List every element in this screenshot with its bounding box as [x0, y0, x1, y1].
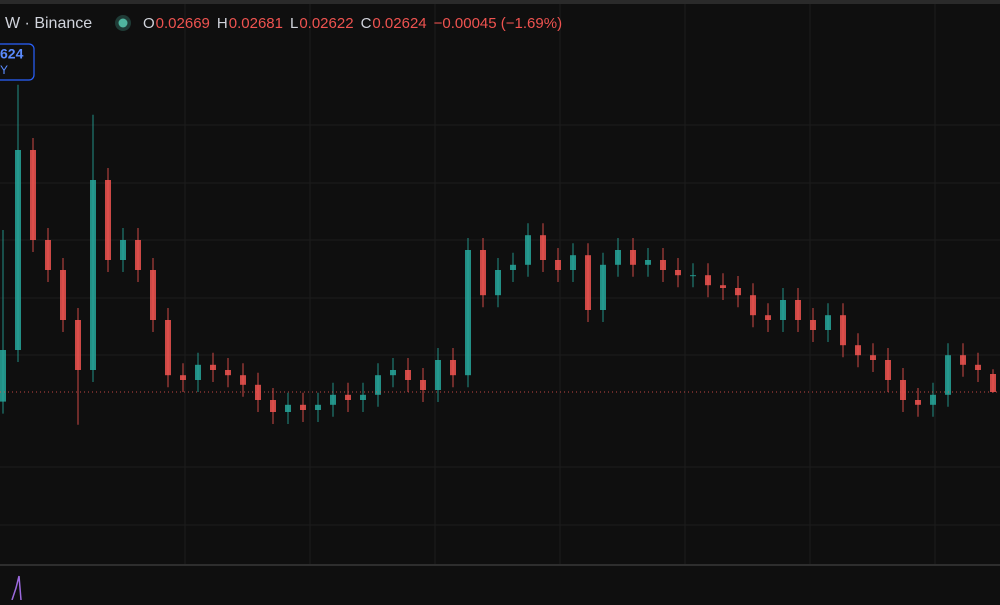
indicator-line: [11, 575, 22, 601]
ohlc-value: 0.02622: [299, 15, 353, 32]
candle-body: [105, 180, 111, 260]
candle-body: [360, 394, 366, 400]
candle-body: [60, 270, 66, 320]
candle-body: [465, 250, 471, 376]
candle-body: [780, 300, 786, 320]
top-border: [0, 0, 1000, 4]
candle-body: [390, 370, 396, 376]
candle-body: [165, 320, 171, 376]
candle-body: [795, 300, 801, 320]
candle-body: [840, 315, 846, 346]
candle-body: [990, 374, 996, 392]
candle-body: [480, 250, 486, 296]
ohlc-value: 0.02624: [372, 15, 426, 32]
candle-body: [525, 235, 531, 265]
candle-body: [900, 380, 906, 400]
candle-body: [960, 355, 966, 365]
ohlc-value: 0.02669: [156, 15, 210, 32]
candle-body: [210, 364, 216, 370]
price-tag: [0, 43, 35, 81]
candle-body: [375, 375, 381, 395]
candle-body: [975, 364, 981, 370]
candle-body: [645, 260, 651, 265]
candle-body: [810, 320, 816, 330]
change: −0.00045 (−1.69%): [434, 15, 562, 32]
price-tag-text: 624: [0, 46, 24, 62]
candle-body: [450, 360, 456, 376]
candle-body: [540, 235, 546, 260]
candle-body: [240, 375, 246, 385]
candle-body: [600, 264, 606, 310]
candle-body: [660, 260, 666, 270]
candle-body: [180, 375, 186, 380]
candle-body: [855, 345, 861, 356]
candle-body: [195, 364, 201, 380]
candle-body: [945, 355, 951, 395]
candle-body: [315, 404, 321, 410]
symbol: W · Binance: [5, 15, 92, 32]
candle-body: [750, 295, 756, 316]
candle-body: [885, 360, 891, 380]
candle-body: [570, 255, 576, 270]
candle-body: [255, 384, 261, 400]
candle-body: [345, 394, 351, 400]
candle-body: [720, 285, 726, 288]
candle-body: [15, 150, 21, 350]
candle-body: [75, 320, 81, 370]
candle-body: [915, 400, 921, 405]
candle-body: [705, 275, 711, 286]
candle-body: [435, 360, 441, 390]
candle-body: [495, 270, 501, 296]
candle-body: [330, 394, 336, 405]
ohlc-label: O: [143, 15, 155, 32]
candle-body: [615, 250, 621, 265]
candle-body: [765, 315, 771, 320]
candle-body: [270, 400, 276, 412]
candle-body: [405, 370, 411, 380]
candle-body: [120, 240, 126, 260]
candle-body: [45, 240, 51, 270]
price-tag-text: Y: [0, 63, 8, 77]
candle-body: [630, 250, 636, 265]
candle-body: [300, 404, 306, 410]
grid: [0, 4, 1000, 565]
candle-body: [0, 350, 6, 402]
ohlc-legend: O 0.02669 H 0.02681 L 0.02622 C 0.02624 −0.00045…: [143, 15, 562, 32]
ohlc-value: 0.02681: [229, 15, 283, 32]
candle-body: [585, 255, 591, 310]
ohlc-label: L: [290, 15, 298, 32]
candle-body: [135, 240, 141, 270]
candle-body: [150, 270, 156, 320]
ohlc-label: C: [361, 15, 372, 32]
candle-body: [690, 275, 696, 277]
candle-body: [825, 315, 831, 330]
candle-body: [555, 260, 561, 270]
header: W · Binance O 0.02669 H 0.02681 L 0.02622 C 0.0…: [5, 15, 562, 32]
candle-body: [930, 394, 936, 405]
candle-body: [510, 264, 516, 270]
candle-body: [420, 380, 426, 390]
candle-body: [225, 370, 231, 376]
candle-body: [870, 355, 876, 360]
status-dot: [118, 18, 128, 28]
candle-body: [90, 180, 96, 370]
candle-body: [30, 150, 36, 240]
candle-body: [735, 288, 741, 296]
candle-body: [675, 270, 681, 276]
candle-body: [285, 404, 291, 412]
candles: [0, 84, 996, 425]
ohlc-label: H: [217, 15, 228, 32]
